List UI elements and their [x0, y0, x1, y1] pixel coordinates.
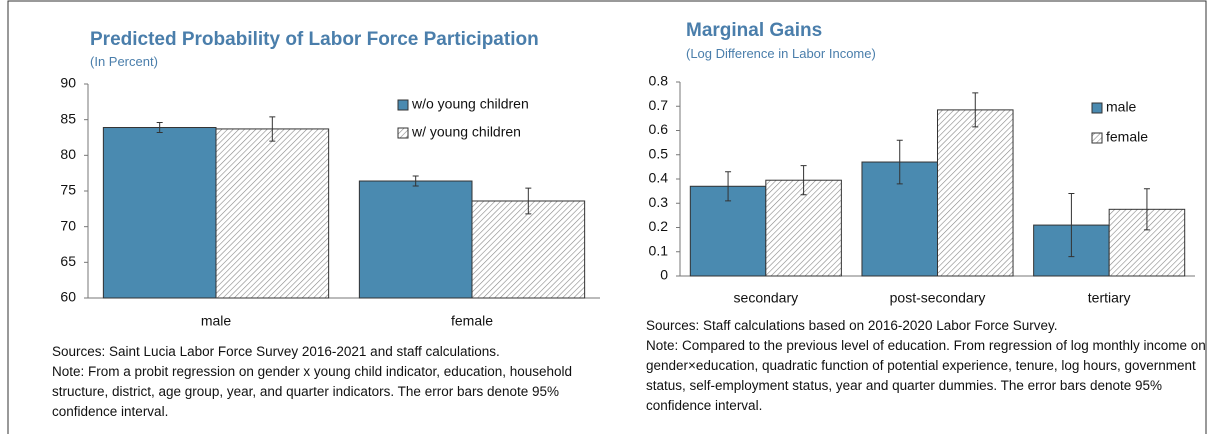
legend-label: w/o young children — [411, 96, 529, 112]
error-bar — [972, 92, 979, 128]
legend-label: w/ young children — [411, 124, 521, 140]
notes-right: Sources: Staff calculations based on 201… — [646, 316, 1206, 416]
legend-swatch — [1091, 132, 1103, 144]
bar — [358, 180, 473, 299]
notes-left: Sources: Saint Lucia Labor Force Survey … — [52, 342, 592, 422]
legend-label: female — [1106, 129, 1148, 145]
x-tick-label: male — [201, 313, 232, 329]
y-tick-label: 65 — [60, 253, 76, 269]
y-tick-label: 0 — [660, 267, 668, 283]
chart-subtitle: (In Percent) — [90, 54, 158, 69]
error-bar — [525, 187, 532, 215]
legend-label: male — [1106, 99, 1137, 115]
frame — [7, 0, 1207, 434]
sources: Sources: Saint Lucia Labor Force Survey … — [52, 344, 500, 359]
y-tick-label: 0.5 — [649, 145, 669, 161]
error-bar — [412, 175, 419, 187]
y-tick-label: 85 — [60, 110, 76, 126]
y-tick-label: 0.6 — [649, 121, 669, 137]
y-tick-label: 70 — [60, 217, 76, 233]
error-bar — [156, 122, 163, 134]
bar — [765, 179, 842, 277]
error-bar — [269, 116, 276, 142]
x-tick-label: tertiary — [1088, 290, 1131, 306]
x-tick-label: post-secondary — [890, 290, 986, 306]
chart-title: Predicted Probability of Labor Force Par… — [90, 29, 539, 50]
y-tick-label: 0.1 — [649, 242, 669, 258]
note: Note: From a probit regression on gender… — [52, 364, 573, 419]
bar — [102, 127, 217, 299]
y-tick-label: 75 — [60, 182, 76, 198]
chart-subtitle: (Log Difference in Labor Income) — [686, 46, 876, 61]
y-tick-label: 60 — [60, 289, 76, 305]
sources: Sources: Staff calculations based on 201… — [646, 318, 1058, 333]
x-tick-label: secondary — [734, 290, 799, 306]
legend-swatch — [397, 99, 409, 111]
y-tick-label: 0.7 — [649, 97, 669, 113]
y-tick-label: 0.4 — [649, 170, 669, 186]
y-tick-label: 0.2 — [649, 218, 669, 234]
chart-title: Marginal Gains — [686, 20, 822, 41]
error-bar — [1143, 188, 1150, 231]
y-tick-label: 80 — [60, 146, 76, 162]
bar — [937, 109, 1014, 277]
bar — [471, 200, 586, 299]
y-tick-label: 90 — [60, 75, 76, 91]
error-bar — [800, 165, 807, 196]
legend-swatch — [1091, 102, 1103, 114]
error-bar — [725, 171, 732, 202]
note: Note: Compared to the previous level of … — [646, 338, 1206, 413]
bar — [215, 128, 330, 299]
error-bar — [896, 139, 903, 185]
x-tick-label: female — [451, 313, 493, 329]
legend-swatch — [397, 127, 409, 139]
y-tick-label: 0.3 — [649, 194, 669, 210]
error-bar — [1068, 193, 1075, 258]
y-tick-label: 0.8 — [649, 73, 669, 89]
